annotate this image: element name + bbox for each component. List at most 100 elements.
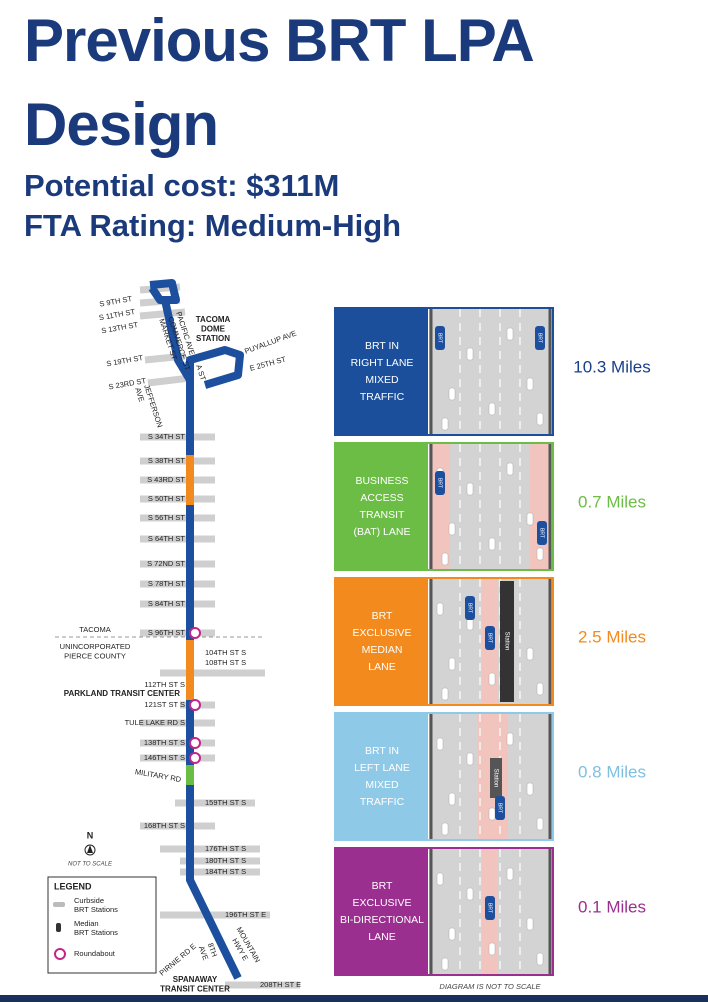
street-label: 138TH ST S — [144, 738, 185, 747]
street-label-line: SPANAWAY — [173, 975, 218, 984]
street-label-line: PIERCE COUNTY — [64, 651, 126, 660]
street-label-line: AVE — [133, 386, 146, 403]
street-label: S 38TH ST — [148, 456, 186, 465]
panel-label: TRAFFIC — [360, 391, 405, 403]
street-label: S 34TH ST — [148, 432, 186, 441]
street-label: TULE LAKE RD S — [125, 718, 185, 727]
legend-symbol — [53, 902, 65, 907]
bus — [465, 596, 475, 620]
panel-label: TRAFFIC — [360, 796, 405, 808]
street-label: 208TH ST E — [260, 980, 301, 989]
bus — [485, 626, 495, 650]
panel-label: RIGHT LANE — [351, 357, 414, 369]
panel-label-box — [336, 444, 428, 569]
legend-label: BRT Stations — [74, 928, 118, 937]
street-label: E 25TH ST — [249, 354, 288, 372]
street-label-line: PIRNIE RD E — [158, 942, 198, 978]
street-label-line: TACOMA — [196, 315, 231, 324]
street-label-line: S 84TH ST — [148, 599, 186, 608]
car — [526, 512, 534, 526]
panel-label: BRT IN — [365, 340, 399, 352]
street-label-line: S 38TH ST — [148, 456, 186, 465]
street-label-line: 176TH ST S — [205, 844, 246, 853]
street-label-line: S 34TH ST — [148, 432, 186, 441]
street-label-line: 146TH ST S — [144, 753, 185, 762]
panel-label: (BAT) LANE — [354, 526, 411, 538]
car — [506, 327, 514, 341]
panel-label: BRT IN — [365, 745, 399, 757]
panel-label: ACCESS — [360, 492, 403, 504]
street-label: 104TH ST S — [205, 648, 246, 657]
car — [441, 822, 449, 836]
street-label-line: 184TH ST S — [205, 867, 246, 876]
car — [536, 547, 544, 561]
street-label: S 96TH ST — [148, 628, 186, 637]
bus — [535, 326, 545, 350]
panel-miles: 10.3 Miles — [573, 357, 650, 376]
panel-label: EXCLUSIVE — [353, 627, 412, 639]
car — [536, 682, 544, 696]
street-label: 146TH ST S — [144, 753, 185, 762]
panel-label: BRT — [372, 610, 393, 622]
street-label-line: S 72ND ST — [147, 559, 185, 568]
car — [436, 737, 444, 751]
street-label-line: UNINCORPORATED — [60, 642, 131, 651]
street-label-line: A ST — [194, 363, 208, 382]
legend-label: BRT Stations — [74, 905, 118, 914]
panel-label: EXCLUSIVE — [353, 897, 412, 909]
street-label: 159TH ST S — [205, 798, 246, 807]
street-label-line: 108TH ST S — [205, 658, 246, 667]
panel-label-box — [336, 714, 428, 839]
subtitle: Potential cost: $311M — [24, 168, 340, 203]
car — [536, 952, 544, 966]
car — [488, 537, 496, 551]
bus — [495, 796, 505, 820]
street-label-line: 180TH ST S — [205, 856, 246, 865]
street-label-line: S 19TH ST — [106, 353, 145, 368]
car — [448, 927, 456, 941]
panel-label-box — [336, 849, 428, 974]
car — [466, 347, 474, 361]
bus-label: BRT — [537, 333, 543, 343]
street-label: 176TH ST S — [205, 844, 246, 853]
bus-label: BRT — [437, 333, 443, 343]
street-label: TACOMA — [79, 625, 111, 634]
street-label-line: 138TH ST S — [144, 738, 185, 747]
street-label: 121ST ST S — [144, 700, 185, 709]
bus-label: BRT — [467, 603, 473, 613]
bus — [485, 896, 495, 920]
car — [526, 917, 534, 931]
street-label: S 56TH ST — [148, 513, 186, 522]
street-label-line: TULE LAKE RD S — [125, 718, 185, 727]
street-label: PUYALLUP AVE — [243, 329, 297, 356]
bus-label: BRT — [539, 528, 545, 538]
street-label: PARKLAND TRANSIT CENTER — [64, 689, 181, 698]
car — [526, 782, 534, 796]
car — [441, 687, 449, 701]
route — [148, 279, 244, 980]
station — [500, 581, 514, 702]
panel-label: BUSINESS — [355, 475, 408, 487]
car — [448, 387, 456, 401]
north-arrow-head — [87, 845, 93, 853]
car — [488, 942, 496, 956]
street-label: S 11TH ST — [98, 307, 136, 322]
street-label-line: PARKLAND TRANSIT CENTER — [64, 689, 181, 698]
bus-label: BRT — [487, 633, 493, 643]
street-label-line: MILITARY RD — [134, 767, 182, 784]
legend-label: Roundabout — [74, 949, 116, 958]
legend-title: LEGEND — [54, 881, 92, 891]
diagram-note: DIAGRAM IS NOT TO SCALE — [439, 982, 541, 991]
street-label-line: 208TH ST E — [260, 980, 301, 989]
panel-miles: 0.1 Miles — [578, 897, 646, 916]
panel-miles: 0.7 Miles — [578, 492, 646, 511]
street-label: S 72ND ST — [147, 559, 185, 568]
street-label: S 43RD ST — [147, 475, 185, 484]
car — [506, 732, 514, 746]
station — [490, 758, 502, 798]
bus — [435, 471, 445, 495]
car — [441, 552, 449, 566]
street-label-line: S 78TH ST — [148, 579, 186, 588]
